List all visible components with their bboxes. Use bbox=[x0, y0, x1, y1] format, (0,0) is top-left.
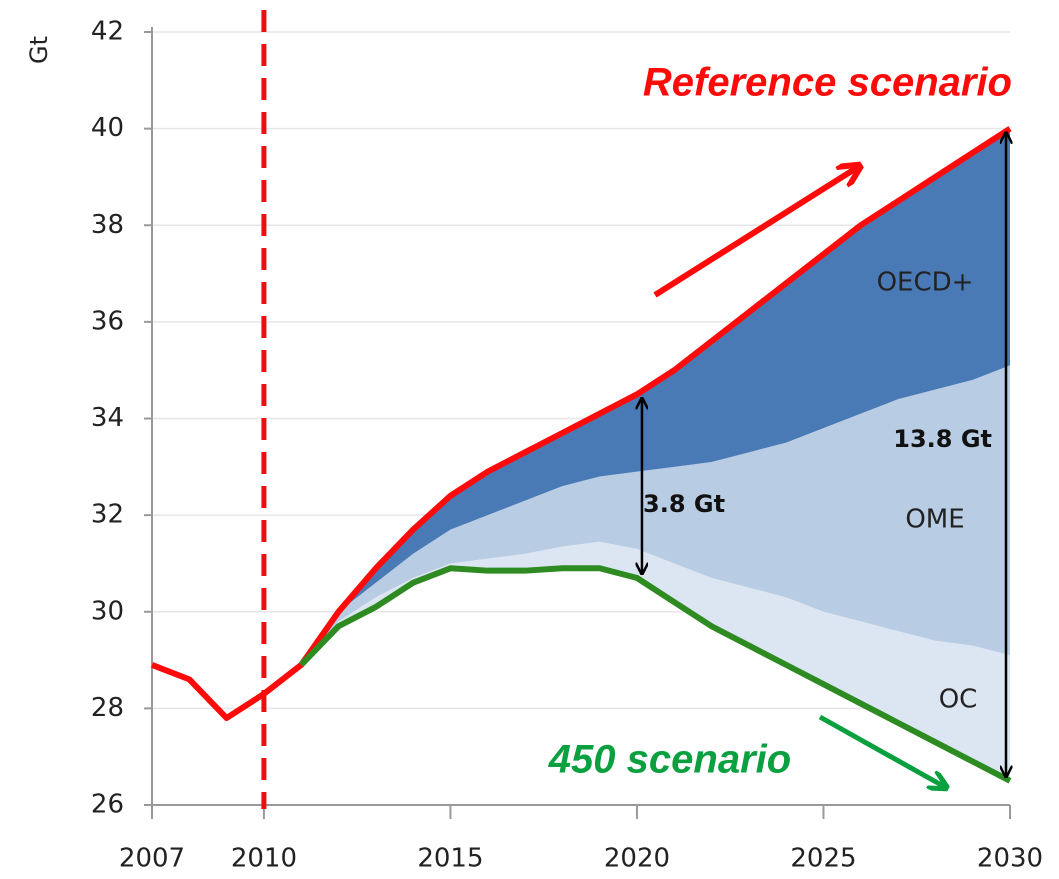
areas bbox=[301, 128, 1010, 781]
area bbox=[301, 365, 1010, 665]
y-tick-label: 36 bbox=[91, 306, 124, 336]
trend-arrow bbox=[818, 714, 945, 787]
annotation: 3.8 Gt bbox=[643, 490, 725, 518]
y-tick-label: 38 bbox=[91, 210, 124, 240]
grid: 26 28 30 32 34 36 38 40 42 2007 2010 2015 2020 2025 20… bbox=[91, 17, 1043, 874]
x-tick-label: 2025 bbox=[790, 844, 856, 874]
area-label: OME bbox=[905, 505, 964, 535]
y-tick-label: 30 bbox=[91, 596, 124, 626]
y-tick-label: 32 bbox=[91, 500, 124, 530]
y-tick-label: 40 bbox=[91, 113, 124, 143]
area bbox=[301, 128, 1010, 665]
area-label: OECD+ bbox=[877, 268, 974, 298]
trend-arrow bbox=[653, 167, 858, 298]
lines bbox=[150, 10, 1012, 809]
x-tick-label: 2010 bbox=[231, 844, 297, 874]
x-tick-label: 2030 bbox=[977, 844, 1043, 874]
series-line bbox=[299, 565, 1012, 784]
series-line bbox=[150, 126, 1012, 722]
y-tick-label: 42 bbox=[91, 17, 124, 47]
y-tick-label: 26 bbox=[91, 790, 124, 820]
y-tick-label: 34 bbox=[91, 403, 124, 433]
annotation: 13.8 Gt bbox=[893, 425, 992, 453]
y-tick-label: 28 bbox=[91, 693, 124, 723]
x-tick-label: 2007 bbox=[119, 844, 185, 874]
x-tick-label: 2020 bbox=[604, 844, 670, 874]
labels: OC OME OECD+ Reference scenario 450 scenario… bbox=[548, 61, 1012, 782]
series-label: 450 scenario bbox=[548, 738, 791, 782]
x-tick-label: 2015 bbox=[417, 844, 483, 874]
y-axis-label: Gt bbox=[25, 36, 53, 64]
area-label: OC bbox=[939, 685, 978, 715]
series-label: Reference scenario bbox=[643, 61, 1012, 105]
